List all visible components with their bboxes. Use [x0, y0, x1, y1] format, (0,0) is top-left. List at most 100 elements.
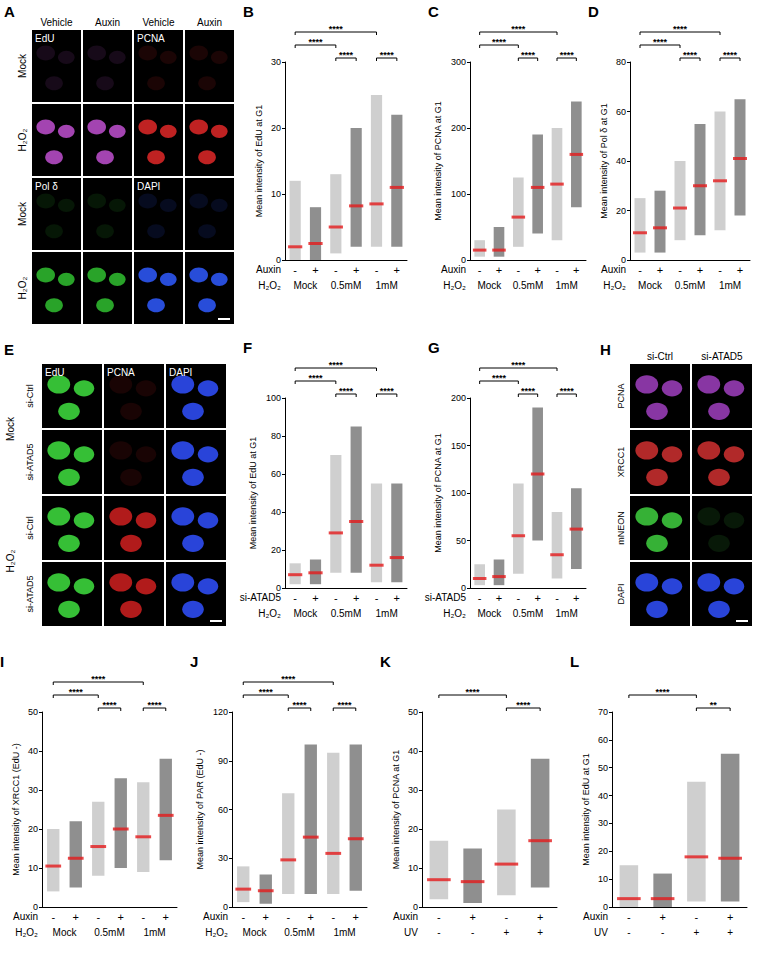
- svg-text:I: I: [0, 653, 4, 670]
- svg-text:-: -: [286, 911, 290, 923]
- svg-text:120: 120: [213, 707, 228, 717]
- svg-text:****: ****: [308, 37, 323, 47]
- svg-text:0.5mM: 0.5mM: [284, 927, 315, 938]
- svg-text:40: 40: [598, 791, 608, 801]
- svg-text:****: ****: [723, 50, 738, 60]
- svg-text:Mock: Mock: [293, 608, 318, 619]
- svg-text:-: -: [375, 592, 379, 604]
- svg-text:si-ATAD5: si-ATAD5: [701, 351, 743, 362]
- svg-text:J: J: [190, 653, 198, 670]
- svg-text:+: +: [573, 592, 579, 604]
- svg-text:DAPI: DAPI: [137, 181, 160, 192]
- svg-text:PCNA: PCNA: [107, 367, 135, 378]
- svg-text:0.5mM: 0.5mM: [513, 280, 544, 291]
- svg-text:Mean intensity of EdU at G1: Mean intensity of EdU at G1: [254, 105, 264, 218]
- svg-text:****: ****: [281, 674, 296, 684]
- svg-text:+: +: [727, 927, 733, 938]
- svg-text:+: +: [73, 911, 79, 923]
- svg-text:****: ****: [380, 50, 395, 60]
- svg-text:-: -: [241, 911, 245, 923]
- svg-text:****: ****: [492, 373, 507, 383]
- svg-text:Auxin: Auxin: [95, 17, 120, 28]
- svg-text:EdU: EdU: [45, 367, 64, 378]
- svg-text:G: G: [428, 339, 440, 356]
- svg-text:-: -: [678, 264, 682, 276]
- svg-text:Mean intensity of EdU at G1: Mean intensity of EdU at G1: [581, 753, 591, 866]
- svg-text:PCNA: PCNA: [137, 33, 165, 44]
- svg-text:****: ****: [683, 50, 698, 60]
- svg-text:H₂O₂: H₂O₂: [15, 927, 38, 938]
- svg-text:-: -: [555, 592, 559, 604]
- svg-text:1mM: 1mM: [143, 927, 165, 938]
- svg-text:100: 100: [451, 488, 466, 498]
- svg-text:H₂O₂: H₂O₂: [5, 550, 16, 573]
- svg-text:****: ****: [653, 37, 668, 47]
- svg-text:Mock: Mock: [638, 280, 663, 291]
- svg-text:-: -: [555, 264, 559, 276]
- svg-text:-: -: [471, 927, 474, 938]
- svg-text:L: L: [570, 653, 579, 670]
- svg-text:70: 70: [598, 707, 608, 717]
- svg-text:****: ****: [69, 687, 84, 697]
- svg-text:E: E: [4, 341, 14, 358]
- svg-text:si-ATAD5: si-ATAD5: [240, 592, 282, 603]
- svg-text:Auxin: Auxin: [583, 911, 608, 922]
- svg-text:****: ****: [521, 50, 536, 60]
- svg-text:80: 80: [271, 431, 281, 441]
- svg-text:100: 100: [451, 189, 466, 199]
- svg-text:UV: UV: [404, 927, 418, 938]
- svg-text:-: -: [627, 927, 630, 938]
- svg-text:+: +: [353, 911, 359, 923]
- svg-text:+: +: [118, 911, 124, 923]
- svg-text:Pol δ: Pol δ: [35, 181, 58, 192]
- svg-text:+: +: [737, 264, 743, 276]
- svg-text:Mock: Mock: [17, 53, 28, 78]
- svg-text:+: +: [394, 592, 400, 604]
- svg-text:****: ****: [292, 700, 307, 710]
- svg-text:80: 80: [616, 57, 626, 67]
- svg-text:+: +: [537, 911, 543, 923]
- svg-text:H₂O₂: H₂O₂: [258, 608, 281, 619]
- svg-text:50: 50: [28, 707, 38, 717]
- svg-text:100: 100: [266, 393, 281, 403]
- svg-text:Mean intensity of XRCC1 (EdU -: Mean intensity of XRCC1 (EdU -): [11, 743, 21, 876]
- svg-text:****: ****: [339, 386, 354, 396]
- svg-text:****: ****: [147, 700, 162, 710]
- svg-text:B: B: [243, 3, 254, 20]
- svg-text:20: 20: [616, 206, 626, 216]
- svg-text:-: -: [638, 264, 642, 276]
- svg-text:-: -: [516, 264, 520, 276]
- svg-text:H₂O₂: H₂O₂: [258, 280, 281, 291]
- svg-text:+: +: [657, 264, 663, 276]
- svg-text:Auxin: Auxin: [256, 264, 281, 275]
- svg-text:+: +: [537, 927, 543, 938]
- svg-text:Mock: Mock: [53, 927, 78, 938]
- svg-text:si-Ctrl: si-Ctrl: [25, 516, 35, 540]
- svg-text:****: ****: [259, 687, 274, 697]
- svg-text:Mean intensity of PCNA at G1: Mean intensity of PCNA at G1: [433, 433, 443, 553]
- svg-text:Vehicle: Vehicle: [142, 17, 175, 28]
- svg-text:+: +: [496, 592, 502, 604]
- svg-text:A: A: [4, 3, 15, 20]
- svg-text:H₂O₂: H₂O₂: [603, 280, 626, 291]
- svg-text:Auxin: Auxin: [601, 264, 626, 275]
- svg-text:H₂O₂: H₂O₂: [17, 129, 28, 152]
- svg-text:-: -: [334, 264, 338, 276]
- svg-text:Mock: Mock: [477, 608, 502, 619]
- svg-text:EdU: EdU: [35, 33, 54, 44]
- svg-text:-: -: [718, 264, 722, 276]
- svg-text:60: 60: [271, 469, 281, 479]
- svg-text:****: ****: [673, 24, 688, 34]
- svg-text:Vehicle: Vehicle: [40, 17, 73, 28]
- svg-text:40: 40: [616, 156, 626, 166]
- svg-text:-: -: [334, 592, 338, 604]
- svg-text:+: +: [312, 264, 318, 276]
- svg-text:90: 90: [218, 756, 228, 766]
- svg-text:30: 30: [28, 785, 38, 795]
- svg-text:-: -: [293, 264, 297, 276]
- svg-text:20: 20: [271, 123, 281, 133]
- svg-text:30: 30: [271, 57, 281, 67]
- svg-text:Mean intensity of EdU at G1: Mean intensity of EdU at G1: [248, 437, 258, 550]
- svg-text:+: +: [659, 911, 665, 923]
- svg-text:-: -: [331, 911, 335, 923]
